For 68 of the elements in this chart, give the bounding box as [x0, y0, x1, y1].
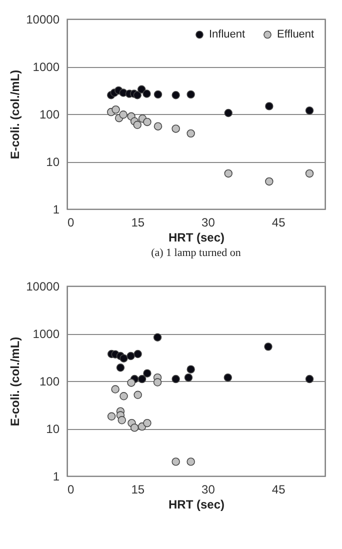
- y-tick-label: 1000: [32, 60, 60, 74]
- point: [186, 129, 195, 138]
- x-tick-label: 30: [202, 482, 216, 496]
- y-tick-label: 100: [39, 374, 60, 388]
- point: [120, 354, 128, 362]
- x-tick-label: 0: [68, 216, 74, 230]
- point: [265, 102, 274, 110]
- y-axis-title: E-coli. (col./mL): [8, 336, 22, 426]
- point: [134, 350, 142, 358]
- point: [133, 90, 142, 100]
- point: [111, 385, 120, 394]
- point: [119, 110, 128, 119]
- point: [224, 108, 232, 118]
- x-tick-label: 45: [272, 482, 286, 496]
- point: [142, 90, 151, 98]
- x-tick-label: 45: [272, 216, 286, 230]
- point: [184, 373, 193, 382]
- point: [107, 412, 116, 420]
- point: [120, 392, 128, 400]
- point: [130, 424, 139, 432]
- y-axis-title: E-coli. (col./mL): [8, 70, 22, 160]
- x-tick-label: 15: [131, 482, 145, 496]
- y-tick-label: 1: [52, 470, 60, 484]
- x-tick-label: 0: [68, 482, 74, 496]
- point: [133, 120, 142, 129]
- x-axis-title: HRT (sec): [168, 498, 225, 512]
- point: [143, 369, 152, 378]
- point: [186, 458, 195, 466]
- point: [305, 169, 314, 178]
- point: [138, 374, 146, 384]
- legend-label: Effluent: [277, 28, 314, 41]
- point: [154, 122, 162, 130]
- point: [118, 416, 126, 424]
- point: [186, 90, 195, 99]
- point: [172, 458, 180, 466]
- y-tick-label: 10000: [26, 12, 60, 26]
- point: [186, 365, 195, 374]
- x-tick-label: 30: [202, 216, 216, 230]
- point: [127, 378, 136, 387]
- point: [264, 342, 272, 351]
- text: (a) 1 lamp turned on: [151, 247, 242, 259]
- y-tick-label: 100: [39, 108, 60, 122]
- legend-label: Influent: [209, 28, 246, 41]
- point: [305, 106, 314, 115]
- y-tick-label: 10: [46, 422, 60, 436]
- x-axis-title: HRT (sec): [168, 230, 225, 244]
- y-tick-label: 1000: [32, 327, 60, 341]
- y-tick-label: 1: [52, 202, 60, 216]
- point: [112, 105, 120, 114]
- point: [224, 169, 232, 178]
- point: [172, 374, 180, 384]
- point: [305, 374, 314, 384]
- y-tick-label: 10000: [26, 280, 60, 294]
- point: [154, 90, 162, 99]
- x-tick-label: 15: [131, 216, 145, 230]
- point: [126, 352, 135, 360]
- point: [143, 418, 152, 428]
- point: [143, 118, 152, 126]
- point: [134, 390, 142, 399]
- y-tick-label: 10: [46, 155, 60, 169]
- point: [137, 85, 146, 94]
- point: [153, 333, 162, 342]
- point: [116, 364, 125, 372]
- point: [224, 373, 232, 382]
- point: [172, 124, 180, 133]
- point: [172, 90, 180, 100]
- point: [265, 177, 274, 186]
- point: [153, 378, 162, 386]
